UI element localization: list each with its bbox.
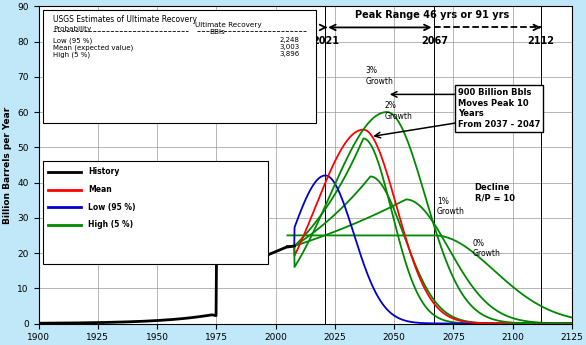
Text: USGS Estimates of Ultimate Recovery: USGS Estimates of Ultimate Recovery: [53, 15, 197, 24]
Text: High (5 %): High (5 %): [53, 51, 90, 58]
Text: Ultimate Recovery: Ultimate Recovery: [195, 22, 261, 28]
Text: Decline
R/P = 10: Decline R/P = 10: [475, 184, 515, 203]
Text: Peak Range 46 yrs or 91 yrs: Peak Range 46 yrs or 91 yrs: [355, 10, 509, 20]
Text: 0%
Growth: 0% Growth: [472, 239, 500, 258]
Text: Mean (expected value): Mean (expected value): [53, 45, 133, 51]
Text: 2,248: 2,248: [280, 37, 299, 43]
Y-axis label: Billion Barrels per Year: Billion Barrels per Year: [3, 106, 12, 224]
Text: Probability: Probability: [53, 26, 91, 32]
FancyBboxPatch shape: [43, 161, 268, 264]
Text: 1%
Growth: 1% Growth: [437, 197, 465, 216]
Text: History: History: [88, 167, 120, 176]
FancyBboxPatch shape: [43, 10, 316, 122]
Text: 2%
Growth: 2% Growth: [384, 101, 413, 121]
Text: 2112: 2112: [527, 36, 554, 46]
Text: High (5 %): High (5 %): [88, 220, 134, 229]
Text: Mean: Mean: [88, 185, 112, 194]
Text: 3,896: 3,896: [279, 51, 299, 57]
Text: 3%
Growth: 3% Growth: [366, 66, 394, 86]
Text: BBls: BBls: [209, 29, 225, 35]
Text: 3,003: 3,003: [279, 45, 299, 50]
Text: Low (95 %): Low (95 %): [53, 37, 92, 44]
Text: 2021: 2021: [312, 36, 339, 46]
Text: 2067: 2067: [421, 36, 448, 46]
Text: Low (95 %): Low (95 %): [88, 203, 136, 212]
Text: 900 Billion Bbls
Moves Peak 10
Years
From 2037 - 2047: 900 Billion Bbls Moves Peak 10 Years Fro…: [458, 88, 540, 129]
